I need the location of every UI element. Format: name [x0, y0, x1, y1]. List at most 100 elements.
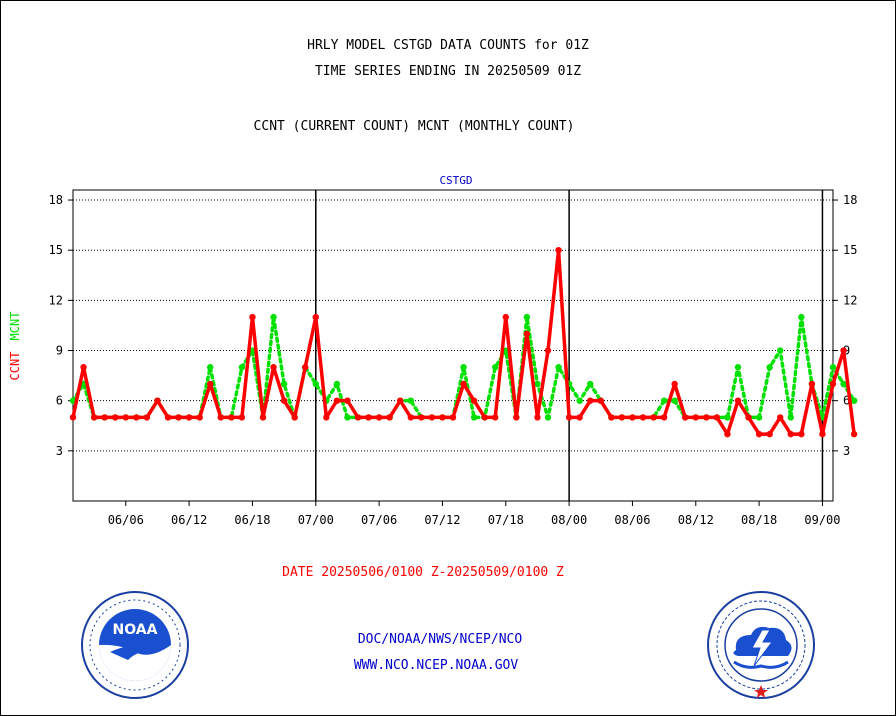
point-mcnt: [344, 414, 351, 421]
point-mcnt: [460, 364, 467, 371]
x-tick-label: 08/06: [614, 513, 650, 527]
x-tick-label: 08/12: [678, 513, 714, 527]
x-tick-label: 06/12: [171, 513, 207, 527]
point-ccnt: [291, 414, 298, 421]
point-mcnt: [544, 414, 552, 421]
point-mcnt: [280, 380, 288, 388]
point-mcnt: [207, 364, 214, 371]
point-ccnt: [660, 414, 668, 421]
x-tick-label: 06/06: [108, 513, 144, 527]
noaa-logo-text: NOAA: [113, 622, 158, 638]
point-ccnt: [703, 414, 710, 421]
point-ccnt: [481, 414, 488, 421]
point-ccnt: [270, 364, 277, 371]
point-ccnt: [196, 414, 203, 421]
point-ccnt: [185, 414, 193, 421]
point-mcnt: [238, 364, 246, 371]
point-ccnt: [629, 414, 636, 421]
point-mcnt: [576, 397, 583, 404]
y-tick-label-left: 18: [49, 193, 63, 207]
point-ccnt: [755, 430, 763, 438]
point-ccnt: [555, 246, 562, 254]
point-ccnt: [798, 430, 805, 438]
credit-url: WWW.NCO.NCEP.NOAA.GOV: [353, 658, 519, 673]
y-tick-label-right: 15: [843, 243, 857, 257]
point-mcnt: [829, 364, 837, 371]
chart-subtitle: CCNT (CURRENT COUNT) MCNT (MONTHLY COUNT…: [253, 119, 575, 134]
y-tick-label-left: 9: [56, 344, 63, 358]
point-mcnt: [534, 380, 541, 388]
x-tick-label: 08/00: [551, 513, 587, 527]
point-ccnt: [164, 414, 172, 421]
point-ccnt: [302, 364, 309, 371]
credit-org: DOC/NOAA/NWS/NCEP/NCO: [357, 632, 523, 647]
point-ccnt: [365, 414, 372, 421]
point-mcnt: [523, 313, 531, 321]
point-ccnt: [101, 414, 108, 421]
point-ccnt: [587, 397, 594, 404]
point-ccnt: [333, 397, 341, 404]
point-mcnt: [407, 397, 414, 404]
point-ccnt: [259, 414, 267, 421]
point-mcnt: [660, 397, 668, 404]
panel-label: CSTGD: [439, 174, 472, 187]
point-ccnt: [249, 313, 256, 321]
point-mcnt: [333, 380, 341, 388]
point-ccnt: [713, 414, 721, 421]
point-ccnt: [217, 414, 224, 421]
point-mcnt: [777, 347, 784, 354]
point-mcnt: [798, 313, 805, 321]
point-ccnt: [671, 380, 678, 388]
nws-logo-icon: [707, 591, 815, 699]
x-tick-label: 07/12: [424, 513, 460, 527]
point-ccnt: [766, 430, 773, 438]
plot-area: [72, 189, 834, 502]
point-ccnt: [407, 414, 414, 421]
point-ccnt: [154, 397, 161, 404]
point-ccnt: [777, 414, 784, 421]
point-ccnt: [492, 414, 499, 421]
y-tick-label-right: 3: [843, 444, 850, 458]
point-ccnt: [808, 380, 816, 388]
point-ccnt: [354, 414, 362, 421]
point-mcnt: [766, 364, 773, 371]
point-ccnt: [787, 430, 794, 438]
x-tick-label: 07/18: [488, 513, 524, 527]
point-ccnt: [724, 430, 731, 438]
point-ccnt: [639, 414, 647, 421]
point-ccnt: [207, 380, 214, 388]
point-ccnt: [418, 414, 425, 421]
point-ccnt: [143, 414, 151, 421]
y-axis-label-ccnt: CCNT: [8, 352, 22, 381]
point-ccnt: [90, 414, 98, 421]
point-ccnt: [460, 380, 467, 388]
point-mcnt: [587, 380, 594, 388]
point-mcnt: [270, 313, 277, 321]
point-mcnt: [755, 414, 763, 421]
point-mcnt: [850, 397, 858, 404]
point-mcnt: [734, 364, 742, 371]
point-ccnt: [734, 397, 742, 404]
point-ccnt: [745, 414, 752, 421]
point-ccnt: [280, 397, 288, 404]
chart-title-line2: TIME SERIES ENDING IN 20250509 01Z: [314, 64, 582, 79]
point-ccnt: [133, 414, 140, 421]
x-tick-label: 08/18: [741, 513, 777, 527]
y-axis-label-mcnt: MCNT: [8, 312, 22, 341]
point-ccnt: [534, 414, 541, 421]
point-ccnt: [228, 414, 235, 421]
point-ccnt: [428, 414, 436, 421]
y-tick-label-right: 6: [843, 394, 850, 408]
point-ccnt: [819, 430, 826, 438]
point-ccnt: [544, 347, 552, 354]
point-ccnt: [829, 380, 837, 388]
point-ccnt: [238, 414, 246, 421]
point-ccnt: [608, 414, 615, 421]
point-ccnt: [80, 364, 87, 371]
point-mcnt: [312, 380, 319, 388]
point-mcnt: [492, 364, 499, 371]
point-ccnt: [397, 397, 404, 404]
series-line-ccnt: [71, 248, 856, 436]
point-ccnt: [692, 414, 699, 421]
